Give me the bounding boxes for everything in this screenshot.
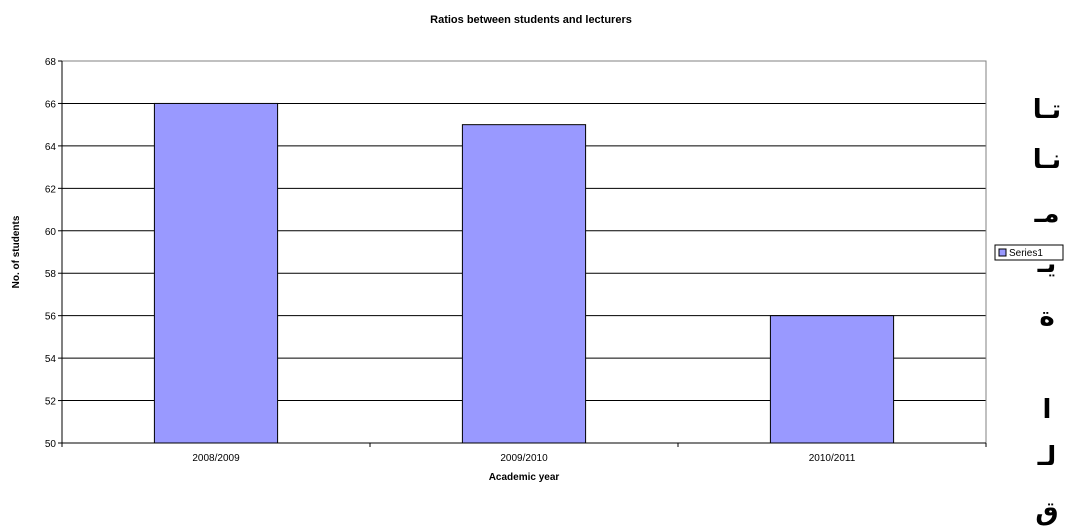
y-tick-label: 60 (45, 227, 57, 238)
legend-box (994, 244, 1064, 261)
y-tick-label: 64 (45, 142, 57, 153)
x-tick-label: 2009/2010 (500, 453, 548, 464)
bar (461, 124, 587, 444)
x-axis-title: Academic year (489, 472, 560, 483)
y-axis: 50 52 54 56 58 60 62 64 66 68 (45, 57, 63, 450)
bar (153, 102, 279, 444)
side-glyph: مـ (1034, 199, 1060, 229)
x-tick-label: 2010/2011 (809, 453, 856, 464)
y-tick-label: 50 (45, 439, 57, 450)
side-glyph: ا (1043, 395, 1052, 425)
y-tick-label: 56 (45, 312, 57, 323)
y-tick-label: 54 (45, 354, 57, 365)
side-text: تـا نـا مـ يـ ة ا لـ ق (1033, 95, 1061, 527)
side-glyph: نـا (1033, 145, 1061, 175)
side-glyph: ق (1035, 497, 1058, 527)
bars (153, 102, 895, 444)
legend-label: Series1 (1009, 248, 1043, 259)
chart-title: Ratios between students and lecturers (430, 14, 632, 26)
x-tick-label: 2008/2009 (192, 453, 240, 464)
bar (769, 315, 895, 444)
side-glyph: تـا (1033, 95, 1061, 125)
y-tick-label: 58 (45, 269, 57, 280)
legend: Series1 (994, 244, 1064, 261)
y-tick-label: 52 (45, 397, 57, 408)
y-tick-label: 62 (45, 184, 57, 195)
legend-swatch (998, 248, 1007, 257)
side-glyph: لـ (1037, 442, 1057, 472)
y-axis-title: No. of students (11, 215, 22, 288)
x-axis: 2008/2009 2009/2010 2010/2011 (61, 442, 987, 464)
side-glyph: يـ (1037, 249, 1057, 279)
y-tick-label: 68 (45, 57, 57, 68)
side-glyph: ة (1039, 302, 1054, 332)
y-tick-label: 66 (45, 99, 57, 110)
